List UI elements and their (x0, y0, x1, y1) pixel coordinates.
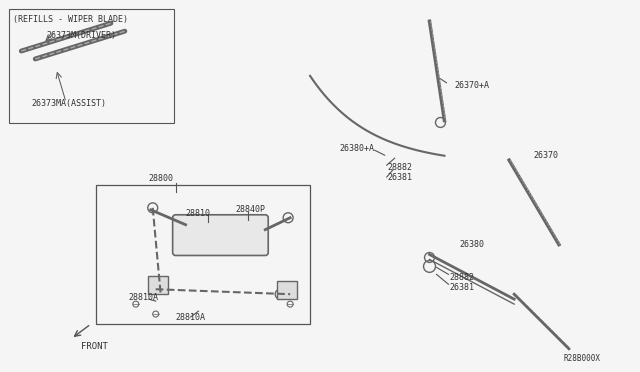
Bar (148, 276, 168, 294)
Text: 26373MA(ASSIST): 26373MA(ASSIST) (31, 99, 106, 108)
Text: 26381: 26381 (449, 283, 474, 292)
Text: 28810: 28810 (186, 209, 211, 218)
FancyBboxPatch shape (173, 215, 268, 256)
Text: 26370: 26370 (533, 151, 558, 160)
Text: (REFILLS - WIPER BLADE): (REFILLS - WIPER BLADE) (13, 15, 129, 24)
Text: 26370+A: 26370+A (454, 81, 490, 90)
Text: 28882: 28882 (388, 163, 413, 171)
Text: 26380: 26380 (460, 240, 484, 249)
Text: 28882: 28882 (449, 273, 474, 282)
Text: 28800: 28800 (148, 174, 173, 183)
Bar (277, 281, 297, 299)
Text: 26380+A: 26380+A (340, 144, 375, 153)
Text: 28810A: 28810A (175, 312, 205, 321)
Bar (96, 185, 310, 324)
Text: 26373M(DRIVER): 26373M(DRIVER) (46, 31, 116, 40)
Text: 26381: 26381 (388, 173, 413, 182)
Text: 28840P: 28840P (236, 205, 266, 214)
Text: 28810A: 28810A (129, 293, 159, 302)
Bar (10, 9, 173, 124)
Text: R28B000X: R28B000X (564, 354, 601, 363)
Text: FRONT: FRONT (81, 342, 108, 351)
